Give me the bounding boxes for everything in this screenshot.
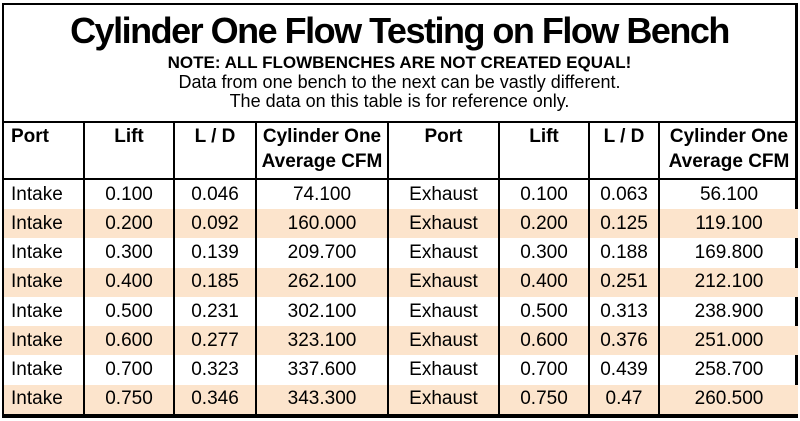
exhaust-lift-cell: 0.500: [498, 296, 590, 327]
flow-data-table: Port Lift L / D Cylinder One Average CFM…: [4, 121, 798, 414]
exhaust-ld-cell: 0.125: [588, 209, 660, 239]
col-header-exhaust-ld: L / D: [588, 121, 660, 180]
intake-port-cell: Intake: [4, 384, 85, 414]
exhaust-lift-cell: 0.750: [498, 384, 590, 414]
table-row: Intake 0.750 0.346 343.300 Exhaust 0.750…: [4, 384, 798, 414]
intake-cfm-cell: 323.100: [255, 326, 389, 356]
exhaust-cfm-cell: 260.500: [658, 384, 798, 414]
exhaust-ld-cell: 0.376: [588, 326, 660, 356]
exhaust-port-cell: Exhaust: [387, 296, 500, 327]
intake-ld-cell: 0.231: [173, 296, 257, 327]
exhaust-ld-cell: 0.251: [588, 267, 660, 297]
intake-lift-cell: 0.700: [83, 355, 175, 385]
exhaust-ld-cell: 0.439: [588, 355, 660, 385]
intake-lift-cell: 0.600: [83, 326, 175, 356]
table-row: Intake 0.600 0.277 323.100 Exhaust 0.600…: [4, 326, 798, 356]
intake-cfm-cell: 343.300: [255, 384, 389, 414]
exhaust-port-cell: Exhaust: [387, 238, 500, 268]
col-header-exhaust-cfm: Cylinder One Average CFM: [658, 121, 798, 180]
col-header-intake-port: Port: [4, 121, 85, 180]
intake-port-cell: Intake: [4, 209, 85, 239]
intake-lift-cell: 0.500: [83, 296, 175, 327]
intake-ld-cell: 0.323: [173, 355, 257, 385]
col-header-exhaust-lift: Lift: [498, 121, 590, 180]
exhaust-cfm-cell: 56.100: [658, 179, 798, 210]
header-row: Port Lift L / D Cylinder One Average CFM…: [4, 121, 798, 180]
col-header-intake-lift: Lift: [83, 121, 175, 180]
exhaust-port-cell: Exhaust: [387, 355, 500, 385]
exhaust-cfm-cell: 251.000: [658, 326, 798, 356]
exhaust-lift-cell: 0.400: [498, 267, 590, 297]
intake-cfm-cell: 160.000: [255, 209, 389, 239]
intake-ld-cell: 0.046: [173, 179, 257, 210]
intake-port-cell: Intake: [4, 296, 85, 327]
intake-lift-cell: 0.100: [83, 179, 175, 210]
intake-cfm-cell: 302.100: [255, 296, 389, 327]
col-header-intake-ld: L / D: [173, 121, 257, 180]
exhaust-port-cell: Exhaust: [387, 326, 500, 356]
intake-port-cell: Intake: [4, 179, 85, 210]
note-line-1: NOTE: ALL FLOWBENCHES ARE NOT CREATED EQ…: [167, 53, 632, 73]
exhaust-port-cell: Exhaust: [387, 209, 500, 239]
intake-port-cell: Intake: [4, 267, 85, 297]
table-row: Intake 0.700 0.323 337.600 Exhaust 0.700…: [4, 355, 798, 385]
intake-port-cell: Intake: [4, 238, 85, 268]
intake-ld-cell: 0.185: [173, 267, 257, 297]
exhaust-cfm-cell: 212.100: [658, 267, 798, 297]
exhaust-ld-cell: 0.47: [588, 384, 660, 414]
table-row: Intake 0.500 0.231 302.100 Exhaust 0.500…: [4, 296, 798, 327]
intake-lift-cell: 0.200: [83, 209, 175, 239]
intake-lift-cell: 0.750: [83, 384, 175, 414]
exhaust-port-cell: Exhaust: [387, 267, 500, 297]
exhaust-cfm-cell: 238.900: [658, 296, 798, 327]
intake-cfm-cell: 74.100: [255, 179, 389, 210]
table-row: Intake 0.100 0.046 74.100 Exhaust 0.100 …: [4, 179, 798, 210]
note-line-3: The data on this table is for reference …: [229, 90, 570, 111]
exhaust-cfm-cell: 169.800: [658, 238, 798, 268]
exhaust-cfm-cell: 258.700: [658, 355, 798, 385]
intake-ld-cell: 0.346: [173, 384, 257, 414]
col-header-intake-cfm: Cylinder One Average CFM: [255, 121, 389, 180]
intake-cfm-cell: 209.700: [255, 238, 389, 268]
exhaust-lift-cell: 0.300: [498, 238, 590, 268]
intake-ld-cell: 0.139: [173, 238, 257, 268]
document-frame: Cylinder One Flow Testing on Flow Bench …: [2, 3, 798, 418]
table-row: Intake 0.200 0.092 160.000 Exhaust 0.200…: [4, 209, 798, 239]
exhaust-ld-cell: 0.063: [588, 179, 660, 210]
exhaust-lift-cell: 0.100: [498, 179, 590, 210]
col-header-exhaust-port: Port: [387, 121, 500, 180]
intake-lift-cell: 0.400: [83, 267, 175, 297]
intake-cfm-cell: 337.600: [255, 355, 389, 385]
title-area: Cylinder One Flow Testing on Flow Bench …: [4, 5, 795, 121]
exhaust-port-cell: Exhaust: [387, 384, 500, 414]
intake-port-cell: Intake: [4, 355, 85, 385]
exhaust-cfm-cell: 119.100: [658, 209, 798, 239]
intake-cfm-cell: 262.100: [255, 267, 389, 297]
note-line-2: Data from one bench to the next can be v…: [178, 72, 621, 93]
exhaust-lift-cell: 0.700: [498, 355, 590, 385]
intake-port-cell: Intake: [4, 326, 85, 356]
intake-ld-cell: 0.277: [173, 326, 257, 356]
table-row: Intake 0.400 0.185 262.100 Exhaust 0.400…: [4, 267, 798, 297]
page-title: Cylinder One Flow Testing on Flow Bench: [70, 10, 730, 51]
intake-lift-cell: 0.300: [83, 238, 175, 268]
exhaust-lift-cell: 0.200: [498, 209, 590, 239]
intake-ld-cell: 0.092: [173, 209, 257, 239]
exhaust-port-cell: Exhaust: [387, 179, 500, 210]
exhaust-lift-cell: 0.600: [498, 326, 590, 356]
exhaust-ld-cell: 0.313: [588, 296, 660, 327]
exhaust-ld-cell: 0.188: [588, 238, 660, 268]
table-row: Intake 0.300 0.139 209.700 Exhaust 0.300…: [4, 238, 798, 268]
